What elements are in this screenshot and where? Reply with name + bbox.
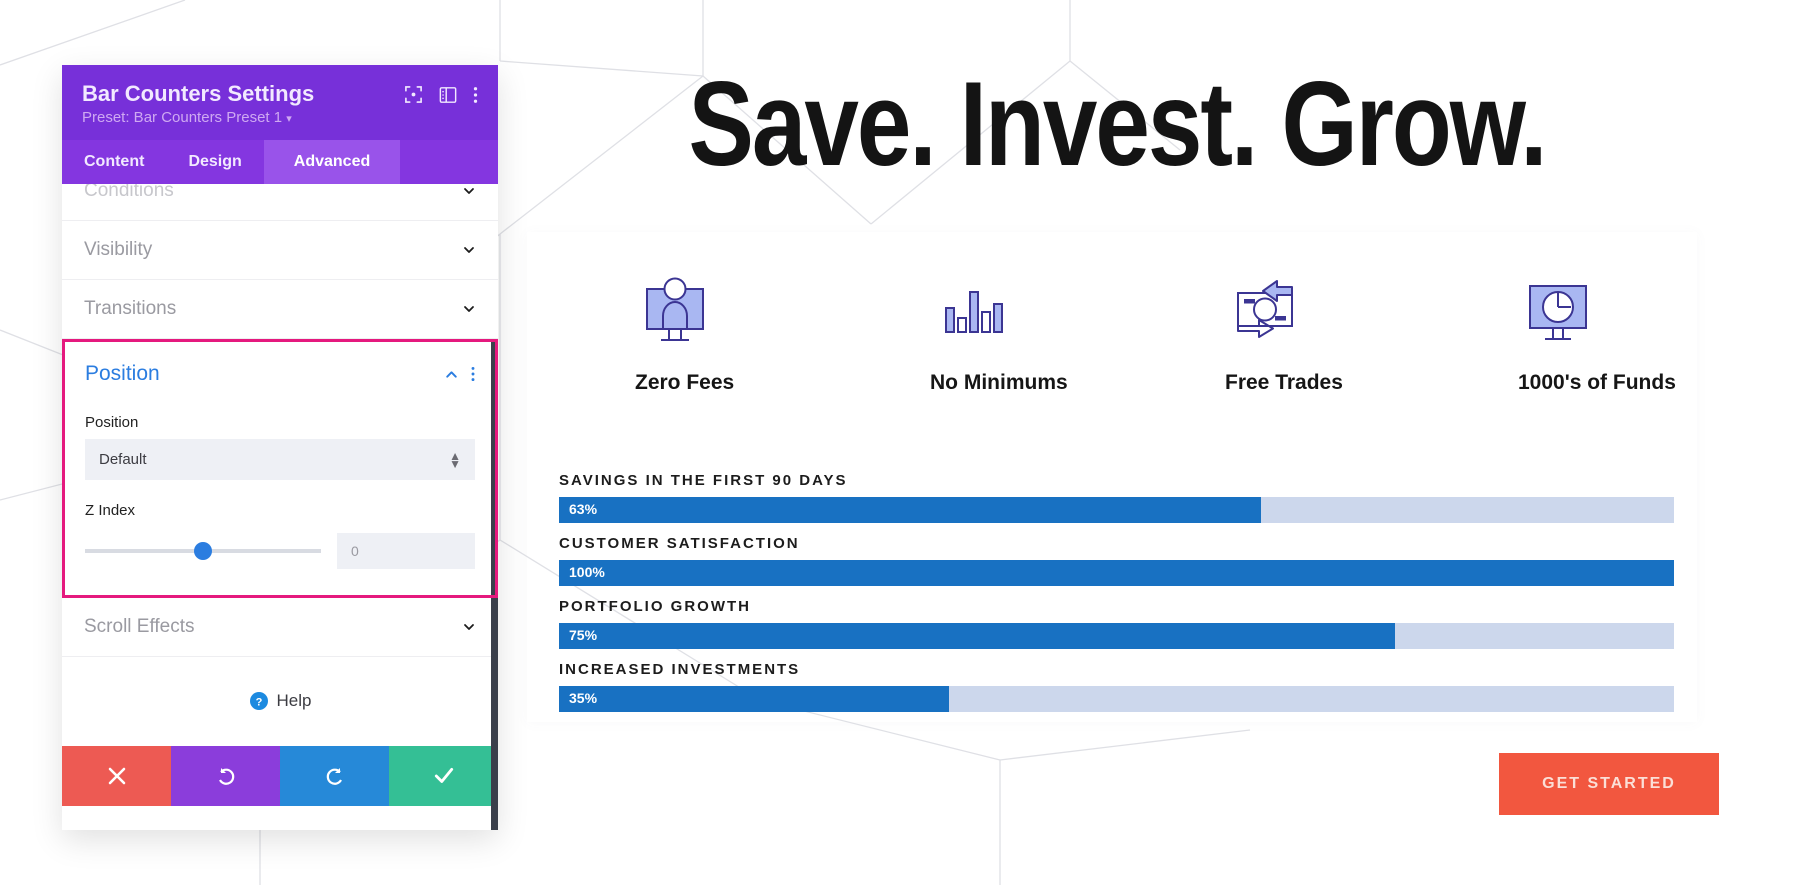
svg-text:?: ? — [255, 697, 262, 709]
